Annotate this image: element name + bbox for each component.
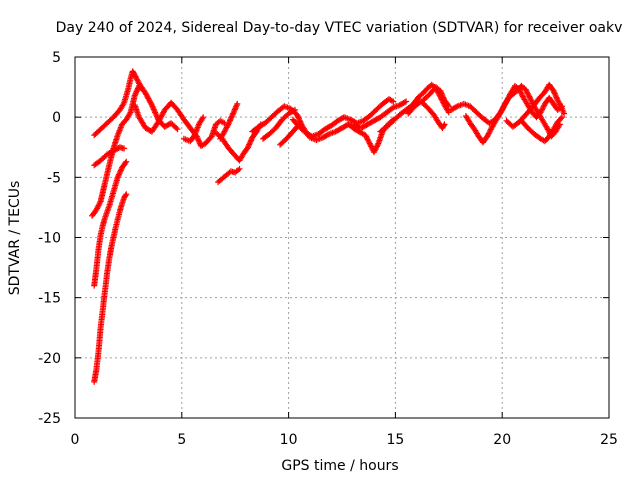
data-point [290,107,297,114]
data-point [148,100,155,107]
data-point [527,96,534,103]
data-point [117,168,124,175]
y-axis-label: SDTVAR / TECUs [7,181,23,296]
data-point [173,125,180,131]
data-point [403,98,410,105]
x-tick-label: 20 [493,432,511,448]
y-tick-label: -5 [47,170,61,186]
data-point [441,121,448,128]
data-point [390,98,397,105]
y-tick-label: -15 [38,291,61,307]
x-axis-label: GPS time / hours [281,458,398,474]
data-point [122,159,129,166]
data-point [234,100,241,107]
data-point [445,103,452,110]
chart-title: Day 240 of 2024, Sidereal Day-to-day VTE… [56,20,623,36]
x-tick-label: 0 [71,432,80,448]
data-point [561,110,568,117]
data-point [292,106,298,113]
y-tick-label: 5 [52,50,61,66]
data-point [324,131,331,138]
x-tick-label: 15 [386,432,404,448]
data-point [122,192,129,199]
data-point [552,91,559,98]
data-point [114,174,121,181]
x-tick-label: 5 [177,432,186,448]
y-tick-label: -10 [38,231,61,247]
data-point [401,99,408,106]
x-tick-label: 10 [280,432,298,448]
y-tick-label: -25 [38,411,61,427]
data-point [440,122,447,129]
axis-ticks: 0 5 10 15 20 25 5 0 -5 -10 -15 -20 -25 [38,50,618,448]
y-tick-label: -20 [38,351,61,367]
data-points [89,68,568,385]
data-point [123,158,130,165]
data-point [236,165,243,172]
data-point [140,87,147,94]
data-point [121,145,128,152]
data-point [200,114,207,121]
y-tick-label: 0 [52,110,61,126]
data-point [551,89,558,96]
data-point [557,115,564,122]
data-point [152,110,159,117]
data-point [444,102,451,109]
data-point [559,114,565,121]
data-point [139,86,146,93]
x-tick-label: 25 [600,432,618,448]
data-point [294,111,301,118]
data-point [123,191,130,198]
data-point [174,126,181,133]
